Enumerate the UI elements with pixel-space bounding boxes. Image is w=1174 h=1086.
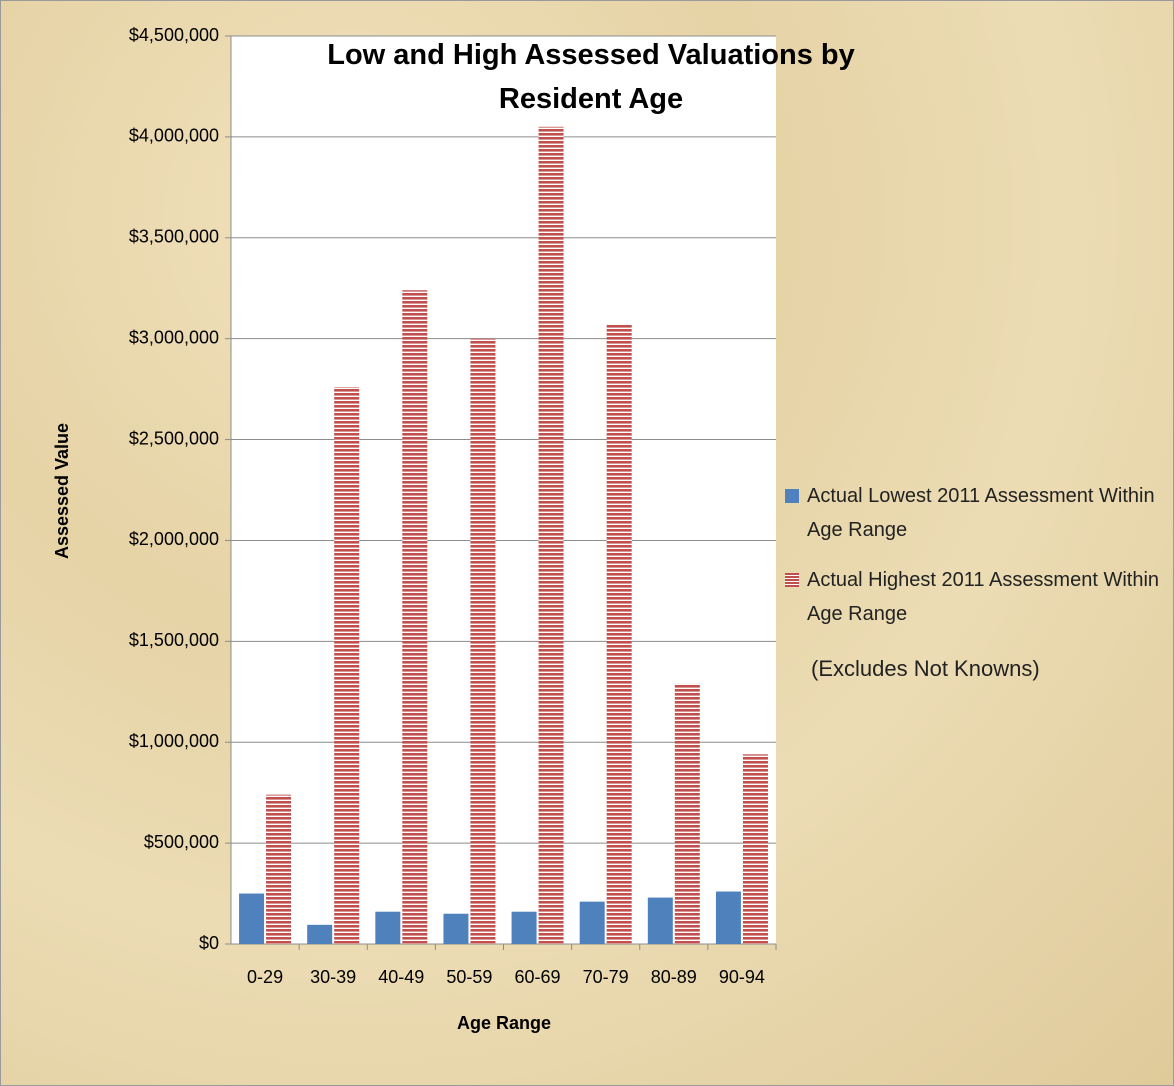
legend-item: Actual Highest 2011 Assessment Within Ag… [785,563,1165,631]
y-tick-label: $1,500,000 [129,630,219,650]
bar [307,924,333,944]
y-axis-label: Assessed Value [52,423,72,559]
x-tick-label: 40-49 [378,967,424,987]
y-tick-label: $2,000,000 [129,529,219,549]
legend: Actual Lowest 2011 Assessment Within Age… [785,479,1165,647]
legend-swatch [785,573,799,587]
bar [511,911,537,944]
x-tick-label: 70-79 [583,967,629,987]
y-tick-label: $4,000,000 [129,126,219,146]
bar [579,901,605,944]
y-tick-label: $1,000,000 [129,731,219,751]
bar [715,891,741,944]
chart-title: Low and High Assessed Valuations by Resi… [327,39,855,115]
bar [742,754,768,944]
y-tick-label: $0 [199,933,219,953]
bar [674,683,700,944]
bar [266,794,292,944]
bar [538,126,564,945]
bar [375,911,401,944]
y-tick-label: $2,500,000 [129,428,219,448]
x-tick-label: 60-69 [515,967,561,987]
y-tick-label: $4,500,000 [129,25,219,45]
bar [647,897,673,944]
legend-swatch [785,489,799,503]
legend-label: Actual Highest 2011 Assessment Within Ag… [807,569,1160,625]
legend-label: Actual Lowest 2011 Assessment Within Age… [807,485,1155,541]
x-tick-label: 30-39 [310,967,356,987]
bar [334,387,360,944]
bar [402,290,428,944]
annotation: (Excludes Not Knowns) [811,656,1040,681]
bar [443,913,469,944]
legend-item: Actual Lowest 2011 Assessment Within Age… [785,479,1165,547]
bar [239,893,265,944]
bar [606,324,632,944]
x-axis-label: Age Range [457,1013,551,1033]
x-tick-label: 80-89 [651,967,697,987]
x-tick-label: 50-59 [446,967,492,987]
y-tick-label: $3,500,000 [129,227,219,247]
bar [470,338,496,945]
x-tick-label: 0-29 [247,967,283,987]
y-tick-label: $3,000,000 [129,327,219,347]
x-tick-label: 90-94 [719,967,765,987]
y-tick-label: $500,000 [144,832,219,852]
